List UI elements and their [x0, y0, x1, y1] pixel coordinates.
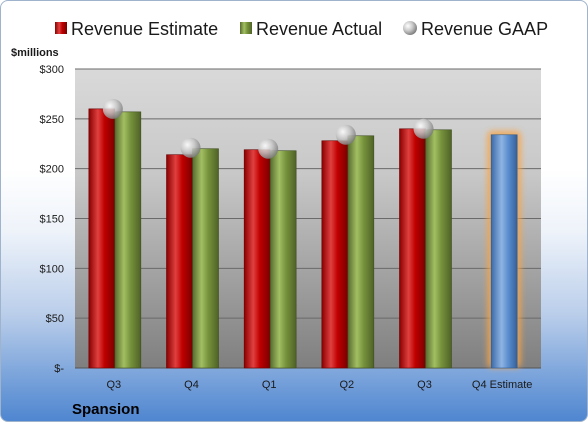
x-tick-label: Q1 — [262, 379, 277, 391]
x-tick-label: Q3 — [106, 379, 121, 391]
gaap-marker — [413, 118, 434, 139]
x-axis-ticks: Q3 Q4 Q1 Q2 Q3 Q4 Estimate — [106, 379, 532, 391]
legend-item-actual: Revenue Actual — [240, 19, 382, 39]
gaap-markers — [102, 98, 434, 159]
bar-estimate — [243, 149, 271, 369]
gaap-marker — [102, 98, 123, 119]
bar-actual — [114, 111, 142, 369]
legend-label-gaap: Revenue GAAP — [421, 19, 548, 39]
y-tick-label: $200 — [40, 164, 64, 176]
bars — [88, 108, 522, 369]
company-name: Spansion — [72, 401, 140, 418]
legend-label-estimate: Revenue Estimate — [71, 19, 218, 39]
bar-actual — [347, 135, 375, 369]
y-axis-units-label: $millions — [11, 47, 59, 59]
bar-estimate — [166, 154, 193, 369]
legend-item-gaap: Revenue GAAP — [403, 19, 548, 39]
gridlines — [75, 68, 541, 369]
bar-actual — [192, 148, 219, 369]
y-tick-label: $- — [54, 363, 64, 375]
y-axis-ticks: $- $50 $100 $150 $200 $250 $300 — [40, 64, 65, 375]
bar-estimate-forecast — [490, 134, 518, 369]
gaap-marker — [180, 137, 201, 158]
legend-swatch-estimate — [55, 22, 67, 34]
y-tick-label: $50 — [46, 313, 64, 325]
x-tick-label: Q3 — [417, 379, 432, 391]
bar-estimate — [88, 108, 116, 369]
x-tick-label: Q4 Estimate — [472, 379, 533, 391]
legend-item-estimate: Revenue Estimate — [55, 19, 218, 39]
y-tick-label: $150 — [40, 214, 64, 226]
legend-label-actual: Revenue Actual — [256, 19, 382, 39]
y-tick-label: $100 — [40, 263, 64, 275]
legend-swatch-actual — [240, 22, 252, 34]
x-tick-label: Q2 — [339, 379, 354, 391]
x-tick-label: Q4 — [184, 379, 199, 391]
bar-actual — [269, 150, 297, 369]
bar-actual — [425, 129, 452, 369]
gaap-marker — [258, 138, 279, 159]
y-tick-label: $300 — [40, 64, 64, 76]
gaap-marker — [335, 124, 356, 145]
legend-swatch-gaap — [403, 21, 417, 35]
bar-estimate — [321, 140, 349, 369]
y-tick-label: $250 — [40, 114, 64, 126]
legend: Revenue Estimate Revenue Actual Revenue … — [55, 19, 548, 39]
bar-estimate — [399, 128, 426, 369]
